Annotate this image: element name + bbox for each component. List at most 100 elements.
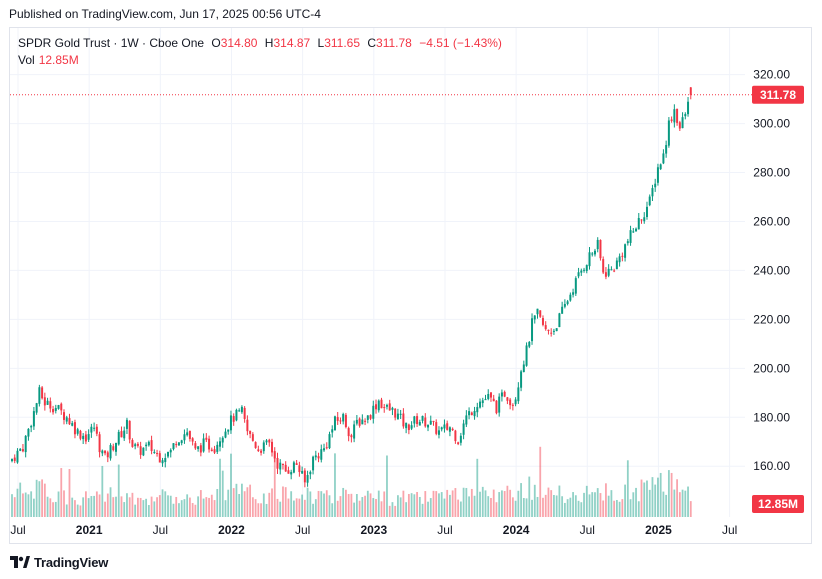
- volume-bar: [230, 453, 232, 517]
- candle-body: [673, 109, 676, 123]
- volume-bar: [369, 493, 372, 517]
- candles: [11, 87, 692, 488]
- candle-body: [615, 260, 618, 270]
- volume-bar: [339, 496, 342, 517]
- volume-bar: [290, 491, 293, 517]
- volume-bar: [268, 492, 271, 517]
- volume-bar: [249, 484, 252, 517]
- candle-body: [41, 387, 44, 399]
- x-tick-label: 2025: [645, 523, 672, 537]
- candle-body: [643, 217, 646, 222]
- volume-bar: [473, 495, 476, 517]
- tradingview-logo-icon: [10, 556, 30, 568]
- volume-bar: [87, 498, 90, 517]
- volume-bar: [648, 489, 651, 517]
- candle-body: [555, 328, 558, 332]
- volume-bar: [342, 487, 345, 517]
- volume-bar: [689, 501, 692, 517]
- chart-frame[interactable]: [9, 27, 812, 544]
- volume-bar: [199, 490, 202, 517]
- volume-bar: [178, 503, 180, 517]
- volume-bar: [49, 498, 52, 517]
- candle-body: [284, 464, 287, 472]
- volume-bar: [98, 494, 101, 517]
- volume-bar: [189, 497, 191, 517]
- legend-close-value: 311.78: [376, 36, 412, 50]
- volume-bar: [399, 497, 402, 517]
- volume-bar: [646, 480, 648, 517]
- volume-bar: [479, 491, 481, 517]
- candle-body: [57, 405, 60, 409]
- candle-body: [514, 399, 517, 405]
- volume-bar: [514, 500, 517, 517]
- candle-body: [462, 423, 465, 435]
- candle-body: [106, 452, 109, 458]
- volume-bar: [65, 504, 68, 517]
- candle-body: [136, 443, 139, 446]
- volume-bar: [375, 498, 377, 517]
- volume-bar: [323, 493, 325, 517]
- volume-bar: [320, 491, 323, 517]
- candle-body: [451, 428, 454, 431]
- candle-body: [465, 415, 468, 425]
- footer: TradingView: [10, 553, 108, 571]
- candle-body: [202, 438, 205, 452]
- volume-bar: [232, 488, 235, 517]
- volume-bar: [221, 470, 224, 517]
- candle-body: [95, 426, 98, 434]
- legend-close-label: C: [367, 36, 377, 50]
- candle-body: [188, 431, 191, 439]
- footer-brand[interactable]: TradingView: [34, 554, 109, 570]
- volume-bar: [137, 497, 139, 517]
- volume-bar: [213, 500, 216, 517]
- candle-body: [416, 416, 419, 425]
- candle-body: [421, 415, 424, 421]
- volume-bar: [525, 498, 528, 517]
- legend: SPDR Gold Trust · 1W · Cboe One O314.80 …: [18, 35, 502, 69]
- volume-bar: [145, 498, 148, 517]
- candle-body: [63, 412, 66, 420]
- candle-body: [205, 437, 208, 440]
- volume-bar: [594, 492, 596, 517]
- candle-body: [621, 255, 624, 257]
- candle-body: [344, 414, 347, 428]
- volume-bar: [331, 503, 334, 517]
- volume-bar: [276, 498, 279, 517]
- candle-body: [476, 407, 479, 413]
- candle-body: [489, 392, 492, 398]
- candle-body: [547, 329, 550, 331]
- candle-body: [210, 449, 213, 452]
- candle-body: [52, 409, 55, 413]
- legend-low-value: 311.65: [324, 36, 361, 50]
- volume-bar: [150, 496, 153, 517]
- candle-body: [147, 441, 150, 446]
- volume-bars: [11, 446, 692, 517]
- candle-body: [563, 304, 566, 307]
- legend-symbol[interactable]: SPDR Gold Trust · 1W · Cboe One: [18, 36, 205, 50]
- volume-bar: [84, 491, 87, 517]
- candle-body: [591, 253, 594, 255]
- volume-bar: [350, 493, 353, 517]
- candle-body: [73, 422, 76, 435]
- volume-bar: [298, 498, 301, 517]
- candle-body: [525, 345, 528, 366]
- volume-bar: [115, 496, 117, 517]
- volume-bar: [139, 497, 142, 517]
- candle-body: [350, 435, 353, 438]
- volume-bar: [175, 496, 178, 517]
- candle-body: [457, 442, 460, 445]
- volume-bar: [271, 488, 273, 517]
- candle-body: [238, 410, 241, 412]
- candle-body: [82, 435, 85, 440]
- volume-bar: [284, 487, 287, 517]
- x-tick-label: Jul: [722, 523, 737, 537]
- volume-bar: [637, 501, 640, 517]
- volume-bar: [216, 489, 219, 517]
- volume-bar: [197, 496, 200, 517]
- volume-bar: [293, 500, 295, 517]
- candle-body: [585, 265, 588, 272]
- y-tick-label: 260.00: [753, 214, 790, 228]
- candle-body: [68, 418, 71, 425]
- candle-body: [517, 387, 520, 402]
